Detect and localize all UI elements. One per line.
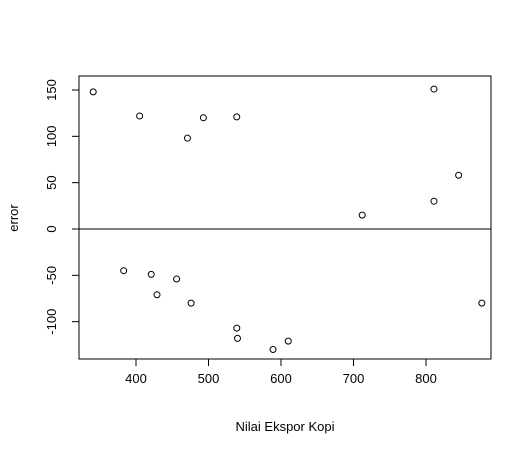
y-axis-title: error [6, 204, 21, 232]
x-axis: 400 500 600 700 800 [125, 359, 437, 386]
data-point [200, 115, 206, 121]
x-tick-label: 600 [270, 371, 292, 386]
data-point [188, 300, 194, 306]
x-tick-label: 800 [415, 371, 437, 386]
x-tick-label: 400 [125, 371, 147, 386]
data-point [137, 113, 143, 119]
data-point [148, 271, 154, 277]
data-point [285, 338, 291, 344]
x-tick-label: 500 [198, 371, 220, 386]
data-point [90, 89, 96, 95]
data-point [174, 276, 180, 282]
y-axis: -100 -50 0 50 100 150 [44, 79, 79, 335]
data-point [121, 268, 127, 274]
data-points [90, 86, 485, 352]
data-point [184, 135, 190, 141]
x-tick-label: 700 [343, 371, 365, 386]
y-tick-label: -50 [44, 266, 59, 285]
data-point [235, 335, 241, 341]
data-point [234, 325, 240, 331]
x-axis-title: Nilai Ekspor Kopi [236, 419, 335, 434]
y-tick-label: 150 [44, 79, 59, 101]
data-point [456, 172, 462, 178]
data-point [431, 198, 437, 204]
data-point [479, 300, 485, 306]
data-point [431, 86, 437, 92]
y-tick-label: 50 [44, 175, 59, 189]
data-point [154, 292, 160, 298]
data-point [359, 212, 365, 218]
y-tick-label: -100 [44, 309, 59, 335]
data-point [234, 114, 240, 120]
y-tick-label: 0 [44, 225, 59, 232]
data-point [270, 346, 276, 352]
y-tick-label: 100 [44, 125, 59, 147]
